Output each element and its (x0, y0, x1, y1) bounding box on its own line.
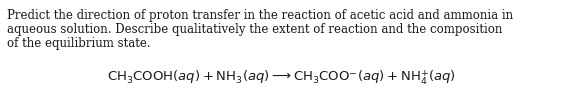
Text: of the equilibrium state.: of the equilibrium state. (7, 37, 151, 50)
Text: aqueous solution. Describe qualitatively the extent of reaction and the composit: aqueous solution. Describe qualitatively… (7, 23, 502, 36)
Text: $\mathrm{CH_3COOH(}$$\mathit{aq}$$\mathrm{) + NH_3(}$$\mathit{aq}$$\mathrm{) \lo: $\mathrm{CH_3COOH(}$$\mathit{aq}$$\mathr… (107, 69, 455, 87)
Text: Predict the direction of proton transfer in the reaction of acetic acid and ammo: Predict the direction of proton transfer… (7, 9, 513, 22)
